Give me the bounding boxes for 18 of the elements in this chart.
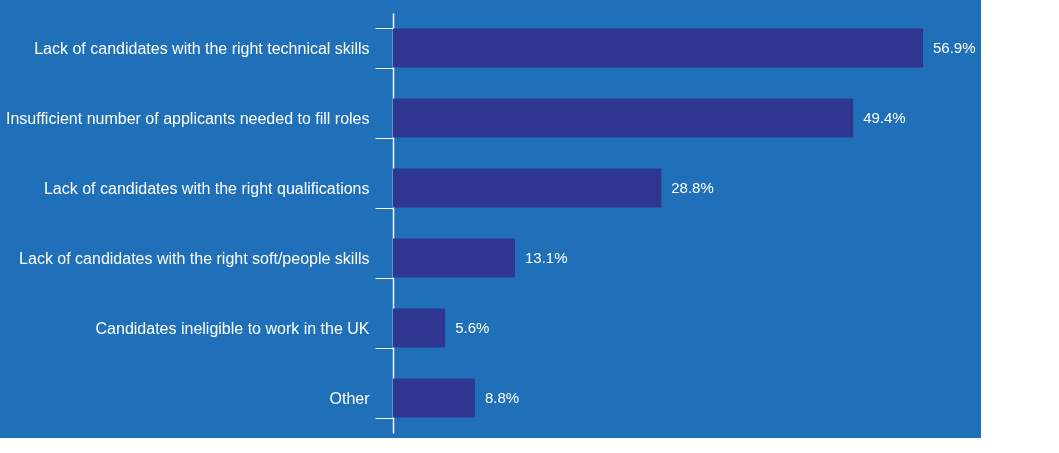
y-tick-label: Lack of candidates with the right soft/people skills bbox=[19, 249, 370, 267]
y-tick-label: Insufficient number of applicants needed to fill roles bbox=[6, 109, 370, 127]
y-tick-label: Candidates ineligible to work in the UK bbox=[95, 319, 370, 337]
data-label: 5.6% bbox=[455, 319, 490, 336]
bar bbox=[393, 308, 446, 348]
y-tick-label: Lack of candidates with the right technical skills bbox=[34, 39, 370, 57]
y-tick-label: Other bbox=[329, 389, 371, 407]
bar bbox=[393, 98, 854, 138]
data-label: 28.8% bbox=[671, 179, 714, 196]
y-tick-label: Lack of candidates with the right qualifications bbox=[43, 179, 370, 197]
bar bbox=[393, 168, 662, 208]
bar bbox=[393, 238, 516, 278]
data-label: 56.9% bbox=[933, 39, 976, 56]
data-label: 8.8% bbox=[484, 389, 520, 406]
bar bbox=[393, 378, 475, 418]
data-label: 49.4% bbox=[863, 109, 906, 126]
bar bbox=[393, 28, 923, 68]
data-label: 13.1% bbox=[525, 249, 568, 266]
